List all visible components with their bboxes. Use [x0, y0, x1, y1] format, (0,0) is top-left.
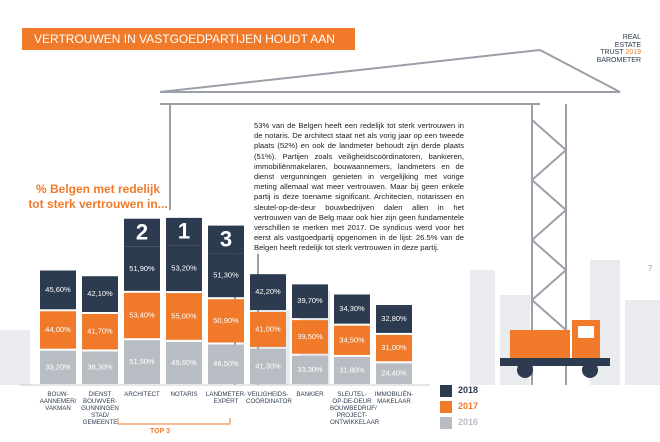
logo-text: ESTATE: [614, 41, 641, 49]
legend-label: 2016: [458, 417, 479, 427]
value-label: 39,20%: [45, 362, 71, 371]
block: [376, 363, 412, 384]
block: [208, 253, 244, 298]
block: [166, 245, 202, 292]
page-number: 7: [648, 264, 653, 273]
logo-text: REAL: [622, 34, 641, 41]
x-tick-label: NOTARIS: [170, 391, 198, 398]
body-text: 53% van de Belgen heeft een redelijk tot…: [254, 121, 464, 254]
block: [124, 246, 160, 291]
logo-text: TRUST: [600, 49, 624, 56]
x-tick-label: DIENST BOUWVER- GUNNINGEN STAD/ GEMEENTE: [81, 391, 119, 426]
x-tick-label: BANKIER: [296, 391, 324, 398]
rank-label: 2: [136, 220, 148, 245]
value-label: 50,90%: [213, 316, 239, 325]
title: VERTROUWEN IN VASTGOEDPARTIJEN HOUDT AAN: [22, 28, 355, 50]
value-label: 51,50%: [129, 357, 155, 366]
rank-box: [208, 225, 244, 254]
block: [250, 348, 286, 384]
x-tick-label: ARCHITECT: [124, 391, 160, 398]
block: [166, 293, 202, 340]
logo-text: TRUST 2019: [585, 49, 641, 57]
group-label: TOP 3: [150, 428, 170, 435]
block: [376, 305, 412, 333]
x-tick-label: LANDMETER- EXPERT: [205, 391, 247, 405]
value-label: 44,00%: [45, 325, 71, 334]
subtitle: % Belgen met redelijk tot sterk vertrouw…: [28, 182, 168, 211]
block: [250, 274, 286, 311]
block: [124, 340, 160, 384]
legend-label: 2018: [458, 385, 479, 395]
value-label: 55,00%: [171, 311, 197, 320]
rank-label: 3: [220, 226, 232, 251]
legend-swatch: [440, 385, 452, 397]
value-label: 51,90%: [129, 264, 155, 273]
block: [334, 356, 370, 384]
x-tick-label: BOUW- AANNEMER/ VAKMAN: [39, 391, 77, 412]
block: [292, 284, 328, 319]
logo: REAL ESTATE TRUST 2019 BAROMETER: [585, 34, 641, 64]
rank-box: [124, 218, 160, 247]
legend-swatch: [440, 417, 452, 429]
block: [250, 312, 286, 347]
value-label: 39,70%: [297, 296, 323, 305]
value-label: 32,80%: [381, 314, 407, 323]
logo-year: 2019: [625, 49, 641, 56]
legend-label: 2017: [458, 401, 479, 411]
block: [82, 276, 118, 312]
block: [40, 270, 76, 310]
value-label: 53,20%: [171, 263, 197, 272]
block: [292, 320, 328, 354]
bracket: [117, 418, 231, 425]
block: [292, 355, 328, 384]
block: [82, 314, 118, 350]
value-label: 38,30%: [87, 363, 113, 372]
value-label: 34,30%: [339, 304, 365, 313]
legend-swatch: [440, 401, 452, 413]
value-label: 39,50%: [297, 332, 323, 341]
x-tick-label: SLEUTEL- OP-DE-DEUR BOUWBEDRIJF/ PROJECT…: [330, 391, 380, 426]
truck: [500, 320, 610, 378]
value-label: 41,70%: [87, 327, 113, 336]
value-label: 24,40%: [381, 369, 407, 378]
rank-label: 1: [178, 219, 190, 244]
value-label: 42,20%: [255, 287, 281, 296]
value-label: 45,60%: [45, 285, 71, 294]
value-label: 53,40%: [129, 311, 155, 320]
value-label: 49,60%: [171, 358, 197, 367]
x-tick-label: IMMOBILIËN- MAKELAAR: [374, 391, 414, 405]
value-label: 33,30%: [297, 365, 323, 374]
x-tick-label: VEILIGHEIDS- COÖRDINATOR: [246, 391, 292, 405]
block: [40, 350, 76, 384]
value-label: 31,80%: [339, 365, 365, 374]
block: [334, 325, 370, 355]
value-label: 41,00%: [255, 324, 281, 333]
logo-text: BAROMETER: [596, 56, 641, 64]
rank-box: [166, 217, 202, 246]
value-label: 34,50%: [339, 335, 365, 344]
block: [208, 344, 244, 384]
block: [40, 311, 76, 349]
value-label: 46,50%: [213, 359, 239, 368]
block: [376, 334, 412, 362]
block: [124, 292, 160, 339]
value-label: 31,00%: [381, 343, 407, 352]
value-label: 51,30%: [213, 270, 239, 279]
block: [166, 341, 202, 384]
value-label: 42,10%: [87, 289, 113, 298]
value-label: 41,30%: [255, 361, 281, 370]
block: [82, 351, 118, 384]
block: [208, 299, 244, 343]
block: [334, 294, 370, 324]
